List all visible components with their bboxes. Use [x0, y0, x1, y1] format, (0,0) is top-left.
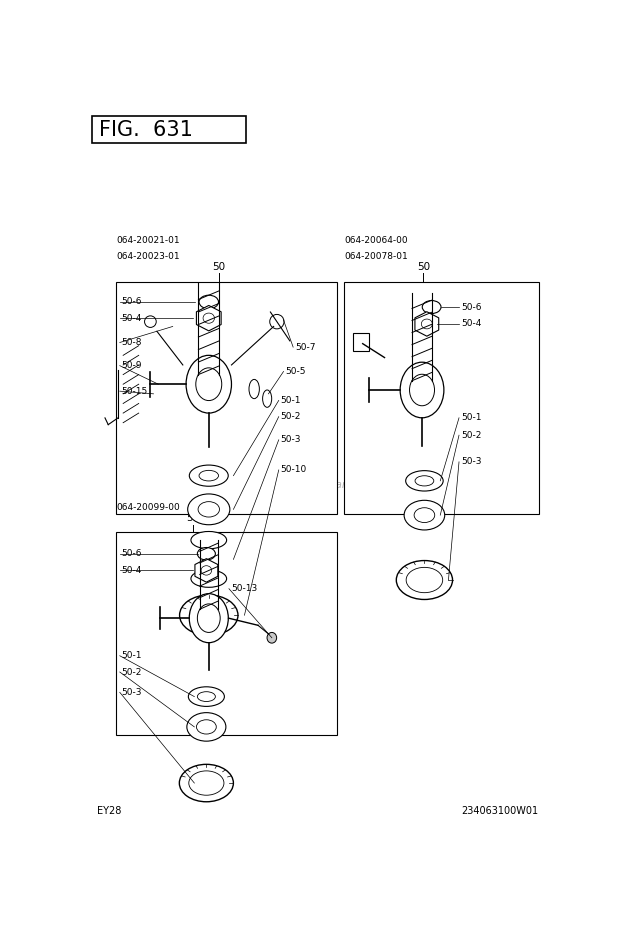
Ellipse shape [186, 356, 231, 413]
Ellipse shape [187, 713, 226, 741]
Text: 50-1: 50-1 [461, 413, 482, 422]
Text: 50-6: 50-6 [122, 549, 142, 558]
Bar [92, 116, 246, 144]
Ellipse shape [267, 632, 277, 644]
Text: EY28: EY28 [97, 806, 121, 816]
Polygon shape [195, 558, 218, 582]
Ellipse shape [422, 301, 441, 314]
Text: 50-2: 50-2 [461, 431, 481, 440]
Ellipse shape [197, 604, 220, 632]
Ellipse shape [406, 568, 443, 593]
Text: 50-3: 50-3 [461, 457, 482, 467]
Bar [353, 332, 369, 351]
Bar [344, 282, 539, 514]
Ellipse shape [415, 476, 434, 486]
Text: 50-6: 50-6 [122, 297, 142, 307]
Polygon shape [415, 312, 439, 336]
Text: 50-4: 50-4 [461, 319, 481, 329]
Polygon shape [197, 306, 221, 331]
Ellipse shape [201, 566, 211, 575]
Ellipse shape [144, 316, 156, 328]
Ellipse shape [199, 470, 218, 481]
Text: 064-20064-00: 064-20064-00 [344, 236, 408, 245]
Ellipse shape [404, 500, 445, 530]
Text: 50-8: 50-8 [122, 338, 142, 347]
Ellipse shape [270, 315, 284, 329]
Ellipse shape [263, 390, 272, 407]
Ellipse shape [249, 380, 259, 399]
Ellipse shape [199, 295, 218, 308]
Ellipse shape [198, 502, 219, 517]
Ellipse shape [190, 602, 228, 629]
Bar [116, 532, 337, 735]
Ellipse shape [396, 560, 453, 599]
Ellipse shape [188, 687, 224, 707]
Text: 50-1: 50-1 [122, 651, 142, 660]
Text: 064-20023-01: 064-20023-01 [116, 252, 180, 261]
Bar [116, 282, 337, 514]
Ellipse shape [405, 470, 443, 491]
Text: 50-4: 50-4 [122, 566, 142, 575]
Ellipse shape [189, 770, 224, 795]
Ellipse shape [197, 547, 215, 560]
Ellipse shape [400, 362, 444, 418]
Ellipse shape [189, 465, 228, 486]
Text: 50-2: 50-2 [122, 668, 142, 677]
Ellipse shape [197, 720, 216, 734]
Ellipse shape [196, 368, 222, 401]
Text: 50-7: 50-7 [295, 343, 316, 352]
Text: 234063100W01: 234063100W01 [462, 806, 539, 816]
Text: 50: 50 [417, 261, 430, 271]
Ellipse shape [179, 764, 233, 802]
Ellipse shape [410, 374, 435, 406]
Text: 064-20099-00: 064-20099-00 [116, 503, 180, 512]
Text: 50-5: 50-5 [285, 367, 306, 376]
Ellipse shape [414, 507, 435, 522]
Ellipse shape [197, 692, 215, 702]
Text: 50: 50 [186, 513, 200, 523]
Text: 50-3: 50-3 [281, 435, 301, 444]
Bar [191, 540, 227, 579]
Ellipse shape [191, 532, 227, 549]
Ellipse shape [203, 313, 215, 323]
Text: 50-9: 50-9 [122, 361, 142, 370]
Text: 50: 50 [213, 261, 226, 271]
Ellipse shape [422, 319, 432, 329]
Text: 50-2: 50-2 [281, 412, 301, 421]
Text: 50-4: 50-4 [122, 314, 142, 322]
Text: 064-20021-01: 064-20021-01 [116, 236, 180, 245]
Text: 50-10: 50-10 [281, 466, 307, 474]
Ellipse shape [180, 595, 238, 635]
Text: 50-13: 50-13 [231, 584, 257, 594]
Text: eReplacementParts.com: eReplacementParts.com [254, 481, 381, 491]
Text: FIG.  631: FIG. 631 [99, 119, 193, 140]
Ellipse shape [191, 570, 227, 587]
Ellipse shape [188, 494, 230, 525]
Ellipse shape [189, 594, 228, 643]
Text: 50-3: 50-3 [122, 688, 142, 697]
Text: 50-6: 50-6 [461, 303, 482, 311]
Text: 50-1: 50-1 [281, 396, 301, 405]
Text: 064-20078-01: 064-20078-01 [344, 252, 408, 261]
Text: 50-15: 50-15 [122, 387, 148, 395]
